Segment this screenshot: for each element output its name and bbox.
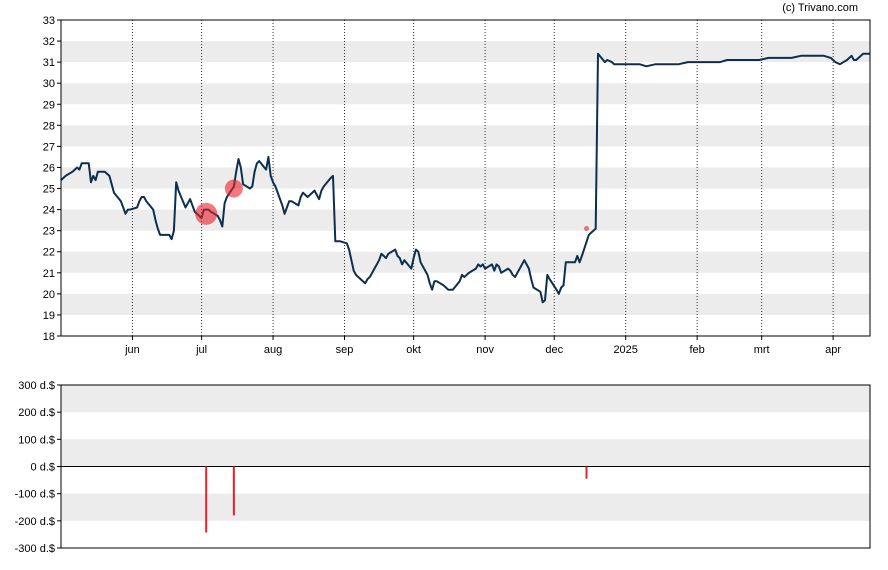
- y-tick-label: 27: [43, 141, 55, 153]
- volume-band: [61, 385, 870, 413]
- transaction-marker: [224, 179, 243, 198]
- price-line-group: [60, 52, 870, 304]
- volume-y-tick-label: 100 d.$: [18, 434, 55, 446]
- volume-y-tick-label: -100 d.$: [15, 489, 55, 501]
- volume-y-tick-label: 0 d.$: [31, 462, 55, 474]
- y-tick-label: 23: [43, 226, 55, 238]
- volume-band: [61, 493, 870, 521]
- transaction-marker: [584, 226, 590, 232]
- price-band: [61, 209, 870, 231]
- y-tick-label: 28: [43, 120, 55, 132]
- x-tick-label: jun: [124, 344, 140, 356]
- y-tick-label: 20: [43, 289, 55, 301]
- y-tick-label: 18: [43, 331, 55, 343]
- x-tick-label: nov: [476, 344, 494, 356]
- price-grid-bands: [61, 41, 870, 315]
- volume-y-ticks: 300 d.$ 200 d.$ 100 d.$ 0 d.$ -100 d.$ -200 d…: [15, 380, 61, 555]
- price-band: [61, 293, 870, 315]
- transaction-marker: [195, 202, 218, 225]
- y-tick-label: 32: [43, 36, 55, 48]
- price-line: [60, 52, 870, 304]
- volume-y-tick-label: 200 d.$: [18, 407, 55, 419]
- volume-y-tick-label: -200 d.$: [15, 516, 55, 528]
- price-y-ticks: 18 19 20 21 22 23 24 25 26 27 28 29 30 31 32 33: [43, 15, 61, 343]
- price-markers: [195, 179, 590, 232]
- x-tick-label: sep: [336, 344, 354, 356]
- y-tick-label: 22: [43, 247, 55, 259]
- y-tick-label: 26: [43, 162, 55, 174]
- y-tick-label: 21: [43, 268, 55, 280]
- volume-bars: [205, 466, 588, 533]
- x-tick-label: apr: [825, 344, 841, 356]
- volume-y-tick-label: 300 d.$: [18, 380, 55, 392]
- price-frame-rect: [60, 19, 871, 337]
- x-tick-label: jul: [195, 344, 207, 356]
- y-tick-label: 29: [43, 99, 55, 111]
- x-tick-label: mrt: [754, 344, 770, 356]
- volume-band: [61, 439, 870, 467]
- x-tick-label: feb: [689, 344, 704, 356]
- price-band: [61, 167, 870, 189]
- volume-grid-bands: [61, 385, 870, 521]
- y-tick-label: 30: [43, 78, 55, 90]
- y-tick-label: 33: [43, 15, 55, 27]
- price-band: [61, 41, 870, 63]
- credit-text: (c) Trivano.com: [782, 2, 858, 14]
- y-tick-label: 24: [43, 205, 55, 217]
- price-frame: [60, 19, 871, 337]
- y-tick-label: 19: [43, 310, 55, 322]
- y-tick-label: 31: [43, 57, 55, 69]
- y-tick-label: 25: [43, 184, 55, 196]
- price-band: [61, 83, 870, 105]
- volume-y-tick-label: -300 d.$: [15, 543, 55, 555]
- price-band: [61, 251, 870, 273]
- x-tick-label: dec: [545, 344, 563, 356]
- x-tick-label: okt: [406, 344, 421, 356]
- price-band: [61, 125, 870, 147]
- x-tick-label: aug: [264, 344, 282, 356]
- x-tick-label: 2025: [613, 344, 637, 356]
- price-x-ticks: jun jul aug sep okt nov dec 2025 feb mrt apr: [124, 336, 841, 356]
